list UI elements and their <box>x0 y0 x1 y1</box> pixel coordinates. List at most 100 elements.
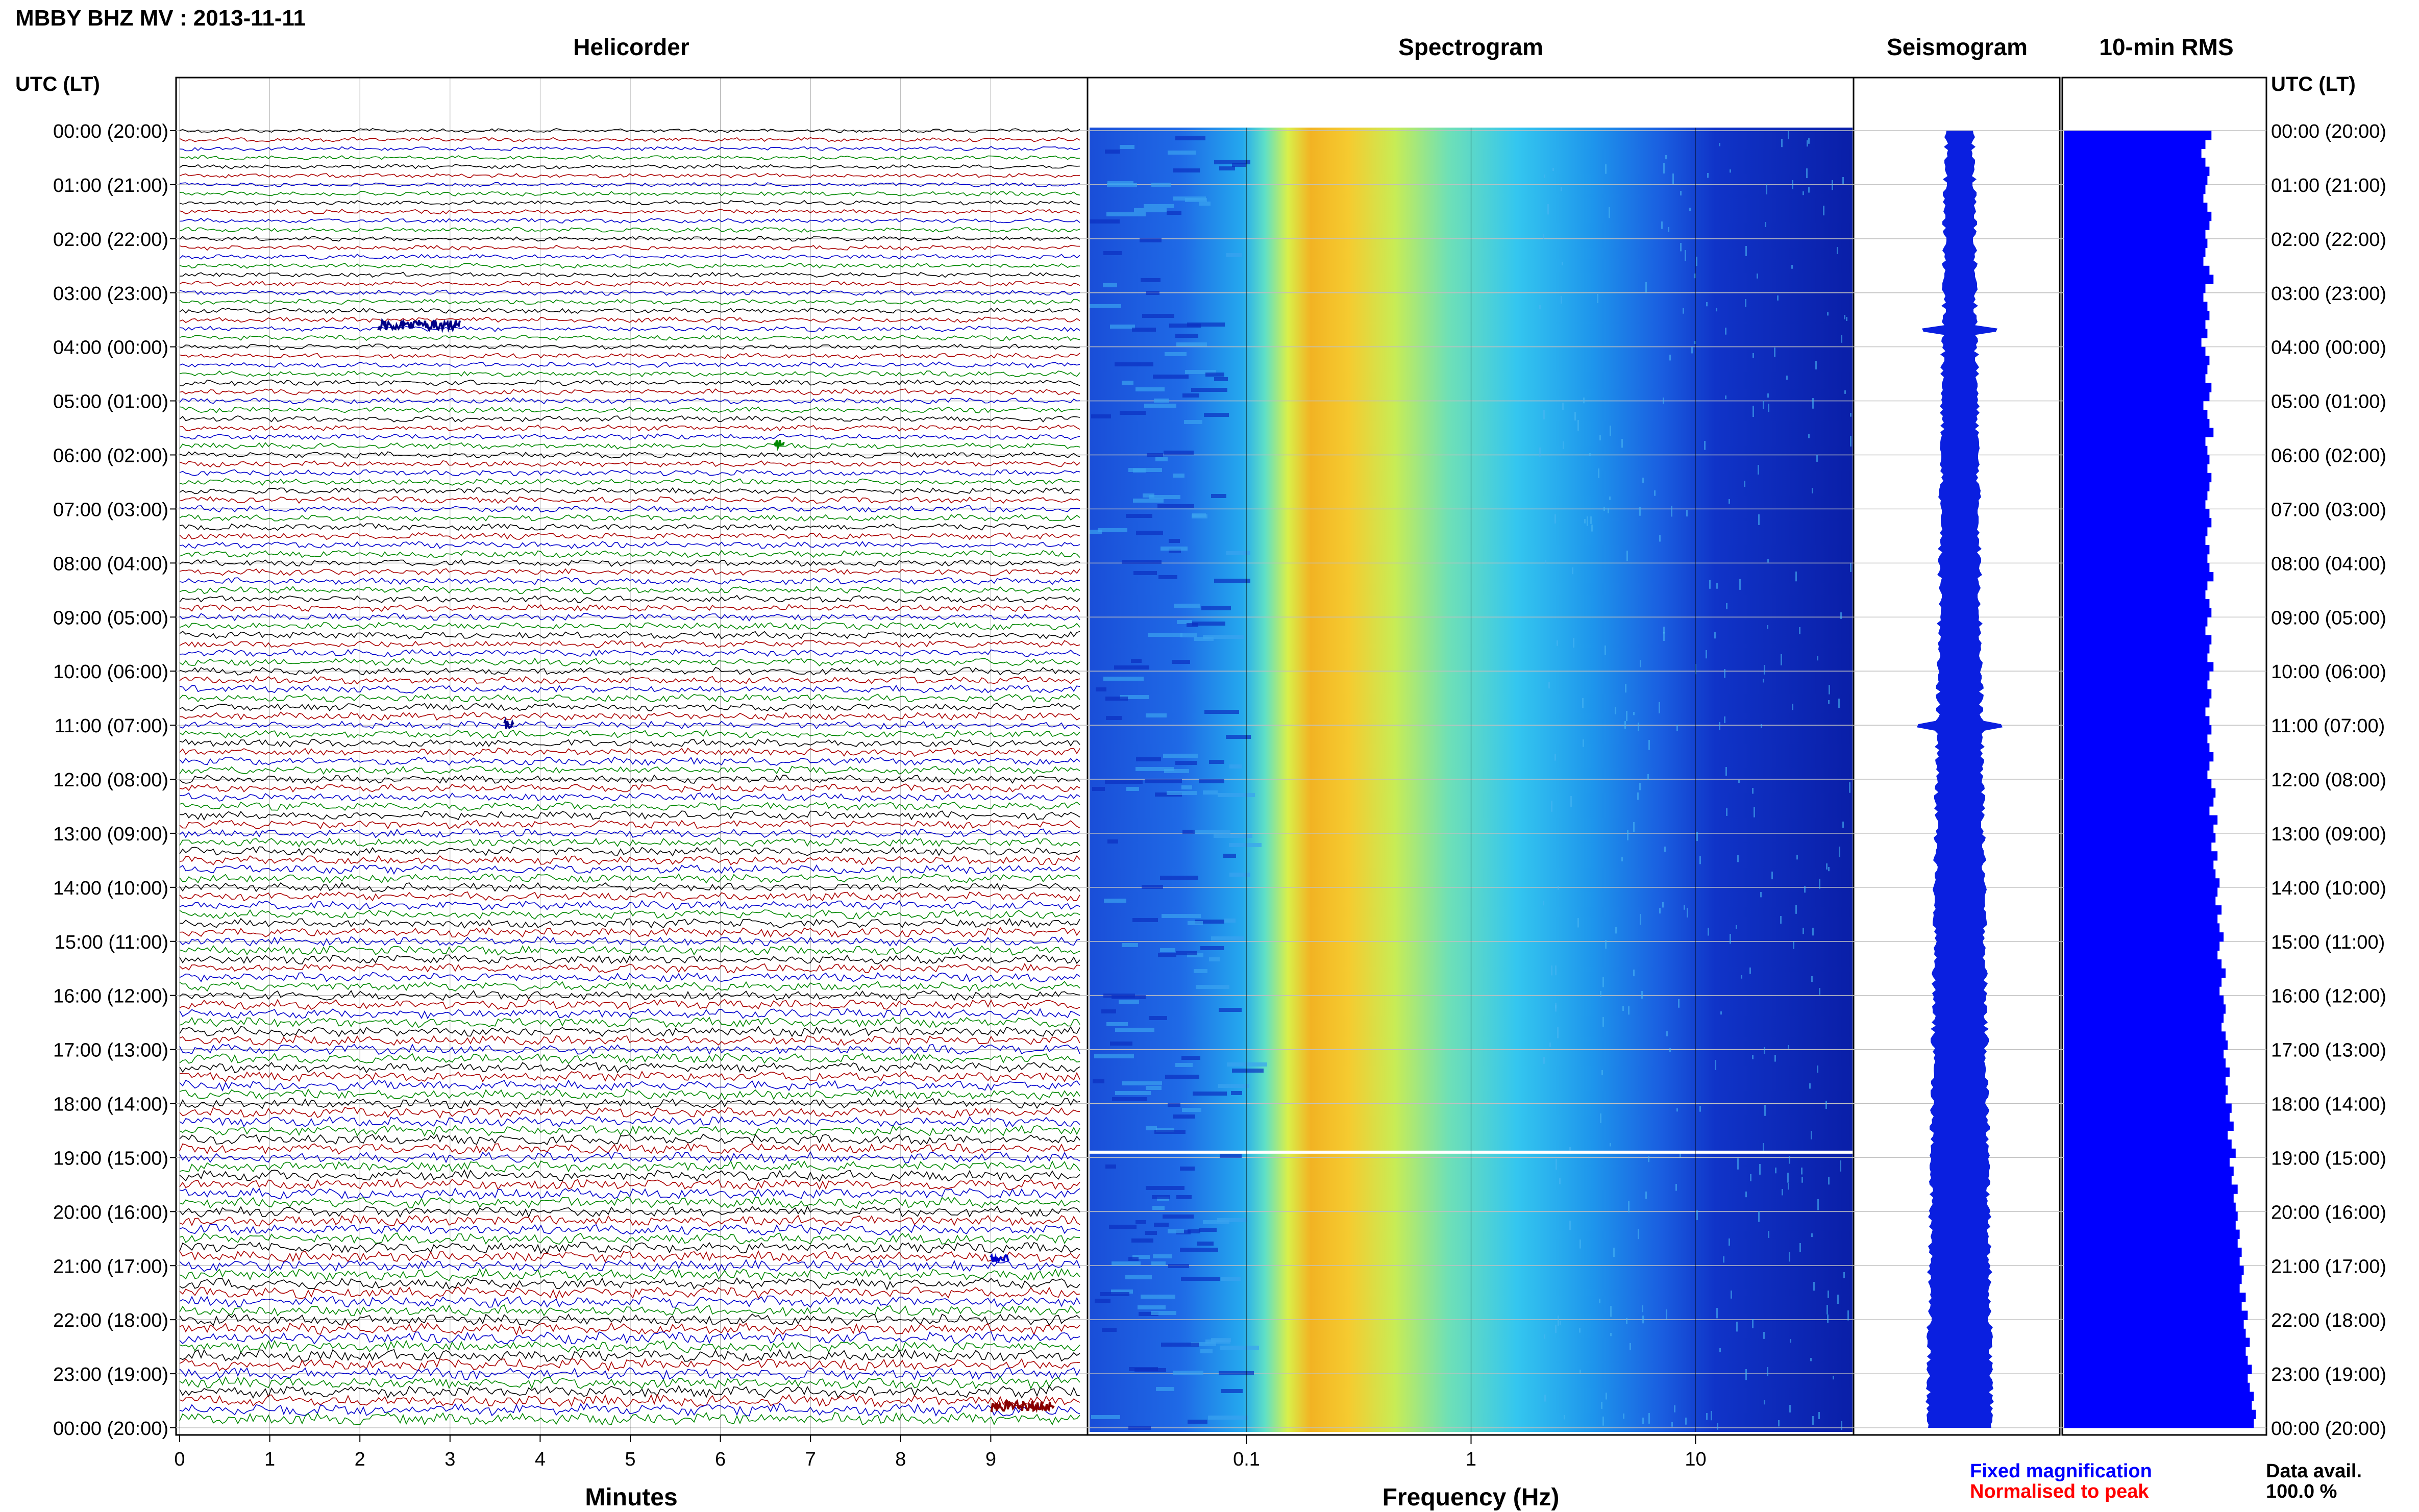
helicorder-line <box>179 1187 1080 1200</box>
right-axis-header: UTC (LT) <box>2271 73 2356 95</box>
spectrogram-cell <box>1147 453 1163 457</box>
helicorder-line <box>179 236 1080 242</box>
spectrogram-cell <box>1813 1282 1815 1291</box>
spectrogram-cell <box>1563 441 1564 450</box>
time-label-right: 17:00 (13:00) <box>2271 1040 2386 1061</box>
helicorder-line <box>179 496 1080 504</box>
rms-bar <box>2064 473 2212 483</box>
spectrogram-cell <box>1828 1177 1830 1185</box>
minute-tick-label: 8 <box>895 1449 906 1470</box>
spectrogram-cell <box>1669 1048 1671 1052</box>
spectrogram-cell <box>1811 1233 1813 1237</box>
spectrogram-cell <box>1696 832 1698 841</box>
spectrogram-cell <box>1672 173 1674 184</box>
helicorder-line <box>179 262 1080 269</box>
spectrogram-cell <box>1555 1325 1557 1333</box>
rms-bar <box>2064 329 2208 338</box>
spectrogram-cell <box>1633 712 1635 715</box>
spectrogram-cell <box>1144 404 1176 408</box>
spectrogram-cell <box>1849 782 1850 793</box>
rms-bar <box>2064 491 2208 501</box>
spectrogram-cell <box>1666 1031 1668 1036</box>
legend-fixed-magnification: Fixed magnification <box>1970 1460 2152 1482</box>
spectrogram-cell <box>1181 1277 1220 1281</box>
spectrogram-cell <box>1791 265 1793 269</box>
rms-bar <box>2064 716 2210 726</box>
frequency-tick-label: 0.1 <box>1233 1449 1260 1470</box>
spectrogram-cell <box>1842 177 1844 184</box>
spectrogram-cell <box>1678 999 1680 1008</box>
spectrogram-cell <box>1587 516 1588 526</box>
spectrogram-cell <box>1182 1108 1201 1112</box>
helicorder-line <box>179 828 1080 838</box>
time-label-left: 01:00 (21:00) <box>53 175 168 196</box>
spectrogram-cell <box>1148 633 1182 637</box>
rms-bar <box>2064 1392 2254 1401</box>
spectrogram-cell <box>1726 808 1727 816</box>
rms-bar <box>2064 1266 2244 1275</box>
helicorder-line <box>179 370 1080 378</box>
helicorder-line <box>179 1259 1080 1272</box>
spectrogram-cell <box>1659 702 1660 713</box>
minute-tick-label: 1 <box>264 1449 275 1470</box>
rms-bar <box>2064 1121 2234 1131</box>
helicorder-line <box>179 882 1080 893</box>
helicorder-line <box>179 353 1080 359</box>
rms-bar <box>2064 887 2218 897</box>
seismogram-band <box>1917 131 2003 1428</box>
rms-bar <box>2064 1211 2238 1221</box>
helicorder-line <box>179 128 1080 133</box>
spectrogram-cell <box>1141 1295 1175 1299</box>
helicorder-line <box>179 478 1080 486</box>
rms-bar <box>2064 1382 2250 1392</box>
spectrogram-cell <box>1134 208 1167 212</box>
spectrogram-cell <box>1122 560 1162 564</box>
spectrogram-cell <box>1154 1130 1186 1134</box>
spectrogram-cell <box>1545 560 1546 564</box>
time-label-left: 02:00 (22:00) <box>53 229 168 251</box>
spectrogram-cell <box>1808 138 1810 144</box>
spectrogram-cell <box>1552 168 1554 171</box>
spectrogram-cell <box>1231 1091 1242 1095</box>
spectrogram-cell <box>1839 847 1840 857</box>
seismogram-title: Seismogram <box>1887 34 2028 60</box>
rms-bar <box>2064 680 2208 690</box>
spectrogram-cell <box>1140 238 1162 242</box>
spectrogram-cell <box>1199 779 1224 783</box>
rms-bar <box>2064 806 2210 816</box>
helicorder-line <box>179 586 1080 594</box>
spectrogram-cell <box>1763 401 1764 409</box>
helicorder-line <box>179 1268 1080 1281</box>
spectrogram-cell <box>1154 1223 1169 1227</box>
spectrogram-cell <box>1173 168 1200 172</box>
spectrogram-cell <box>1641 991 1643 999</box>
spectrogram-cell <box>1788 1183 1789 1190</box>
spectrogram-cell <box>1825 1101 1827 1109</box>
spectrogram-cell <box>1133 571 1157 575</box>
time-label-left: 23:00 (19:00) <box>53 1364 168 1385</box>
spectrogram-cell <box>1182 830 1195 834</box>
spectrogram-cell <box>1120 695 1149 699</box>
spectrogram-cell <box>1729 499 1730 504</box>
rms-bar <box>2064 1139 2232 1149</box>
minute-tick-label: 2 <box>355 1449 365 1470</box>
rms-bar <box>2064 391 2210 402</box>
spectrogram-cell <box>1559 1178 1561 1184</box>
helicorder-line <box>179 155 1080 160</box>
time-label-right: 14:00 (10:00) <box>2271 878 2386 899</box>
rms-bar <box>2064 148 2202 158</box>
spectrogram-cell <box>1699 856 1701 864</box>
spectrogram-cell <box>1775 1168 1776 1174</box>
spectrogram-cell <box>1642 1305 1643 1312</box>
helicorder-line <box>179 550 1080 558</box>
rms-bar <box>2064 437 2206 447</box>
spectrogram-cell <box>1663 632 1665 641</box>
helicorder-line <box>179 1403 1080 1417</box>
time-label-left: 21:00 (17:00) <box>53 1256 168 1277</box>
spectrogram-cell <box>1090 530 1102 534</box>
spectrogram-cell <box>1663 627 1665 634</box>
helicorder-line <box>179 1196 1080 1209</box>
spectrogram-cell <box>1105 780 1143 784</box>
rms-bar <box>2064 788 2216 798</box>
spectrogram-cell <box>1671 506 1672 517</box>
